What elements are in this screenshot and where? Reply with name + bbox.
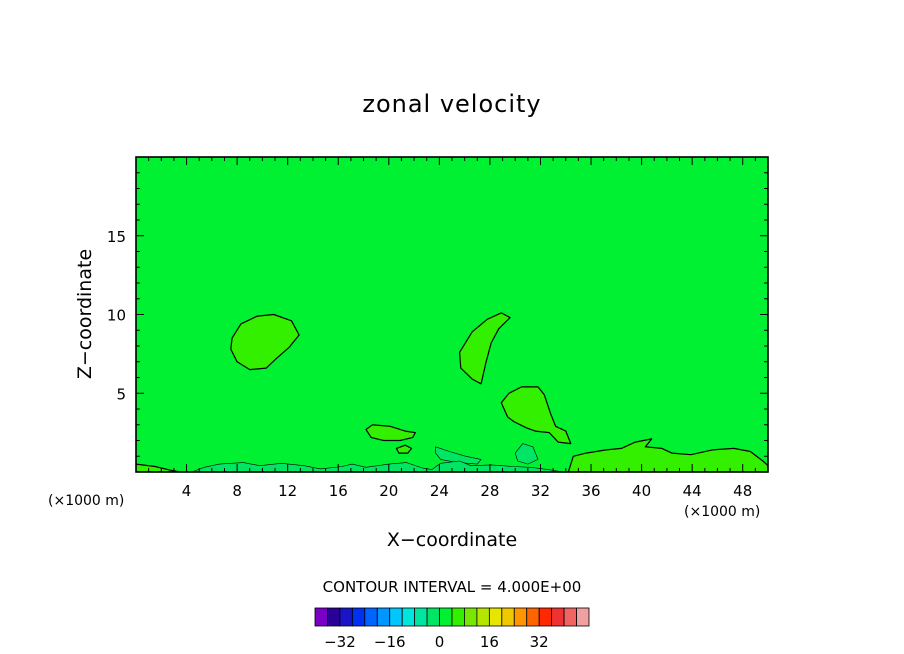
colorbar-swatch <box>376 607 391 627</box>
x-axis-tick-labels: 4 8 12 16 20 24 28 32 36 40 44 48 <box>182 482 752 500</box>
x-tick-label: 32 <box>531 482 550 500</box>
x-tick-label: 36 <box>581 482 600 500</box>
colorbar-tick-label: −16 <box>374 633 406 651</box>
colorbar-swatch <box>401 607 416 627</box>
contour-region-surface-layer <box>191 460 569 472</box>
colorbar-swatch <box>314 607 328 627</box>
colorbar-swatch <box>488 607 503 627</box>
colorbar-swatch <box>351 607 366 627</box>
colorbar-tick-label: 0 <box>435 633 445 651</box>
x-unit-right: (×1000 m) <box>684 504 760 520</box>
colorbar-labels: −32 −16 0 16 32 <box>324 633 549 651</box>
colorbar-swatch <box>389 607 403 627</box>
x-tick-label: 48 <box>733 482 752 500</box>
colorbar-swatch <box>513 607 528 627</box>
colorbar-swatch <box>364 607 378 627</box>
x-tick-label: 28 <box>480 482 499 500</box>
colorbar-swatch <box>501 607 515 627</box>
x-tick-label: 8 <box>232 482 242 500</box>
colorbar-swatch <box>526 607 540 627</box>
x-tick-label: 40 <box>632 482 651 500</box>
field-background <box>136 157 768 472</box>
x-tick-label: 24 <box>430 482 449 500</box>
plot-area <box>135 156 769 473</box>
contour-interval-label: CONTOUR INTERVAL = 4.000E+00 <box>323 578 582 596</box>
colorbar <box>314 607 590 627</box>
contour-region-upper-left-cell <box>230 313 300 371</box>
contour-region-small-cell-20 <box>365 424 416 442</box>
colorbar-swatch <box>551 607 565 627</box>
x-axis-ticks <box>148 157 756 472</box>
colorbar-swatch <box>538 607 553 627</box>
colorbar-swatch <box>563 607 577 627</box>
colorbar-swatch <box>414 607 428 627</box>
colorbar-swatch <box>476 607 490 627</box>
colorbar-swatch <box>426 607 440 627</box>
colorbar-tick-label: −32 <box>324 633 356 651</box>
colorbar-swatch <box>327 607 341 627</box>
colorbar-swatch <box>451 607 465 627</box>
colorbar-swatch <box>439 607 453 627</box>
x-axis-label: X−coordinate <box>387 529 517 551</box>
x-unit-left: (×1000 m) <box>48 493 124 509</box>
contour-region-shallow-patch-30 <box>514 443 539 465</box>
contour-region-upper-middle-cell <box>459 312 511 385</box>
y-tick-label: 15 <box>107 228 126 246</box>
contour-region-lower-middle-cell <box>500 386 572 445</box>
x-tick-label: 12 <box>278 482 297 500</box>
colorbar-tick-label: 16 <box>480 633 499 651</box>
chart-title: zonal velocity <box>362 90 541 118</box>
y-axis-tick-labels: 5 10 15 <box>107 228 126 404</box>
x-tick-label: 16 <box>329 482 348 500</box>
y-tick-label: 5 <box>116 385 126 403</box>
x-tick-label: 20 <box>379 482 398 500</box>
contour-regions <box>136 312 768 472</box>
x-tick-label: 44 <box>683 482 702 500</box>
contour-region-shallow-patch-24 <box>435 446 482 465</box>
colorbar-swatch <box>339 607 353 627</box>
contour-region-bottom-right-region <box>567 438 768 472</box>
colorbar-tick-label: 32 <box>530 633 549 651</box>
y-tick-label: 10 <box>107 307 126 325</box>
contour-region-small-cell-21 <box>395 444 413 454</box>
colorbar-swatch <box>576 607 590 627</box>
y-axis-ticks <box>136 172 768 457</box>
colorbar-swatch <box>464 607 478 627</box>
y-axis-label: Z−coordinate <box>74 249 96 379</box>
x-tick-label: 4 <box>182 482 192 500</box>
